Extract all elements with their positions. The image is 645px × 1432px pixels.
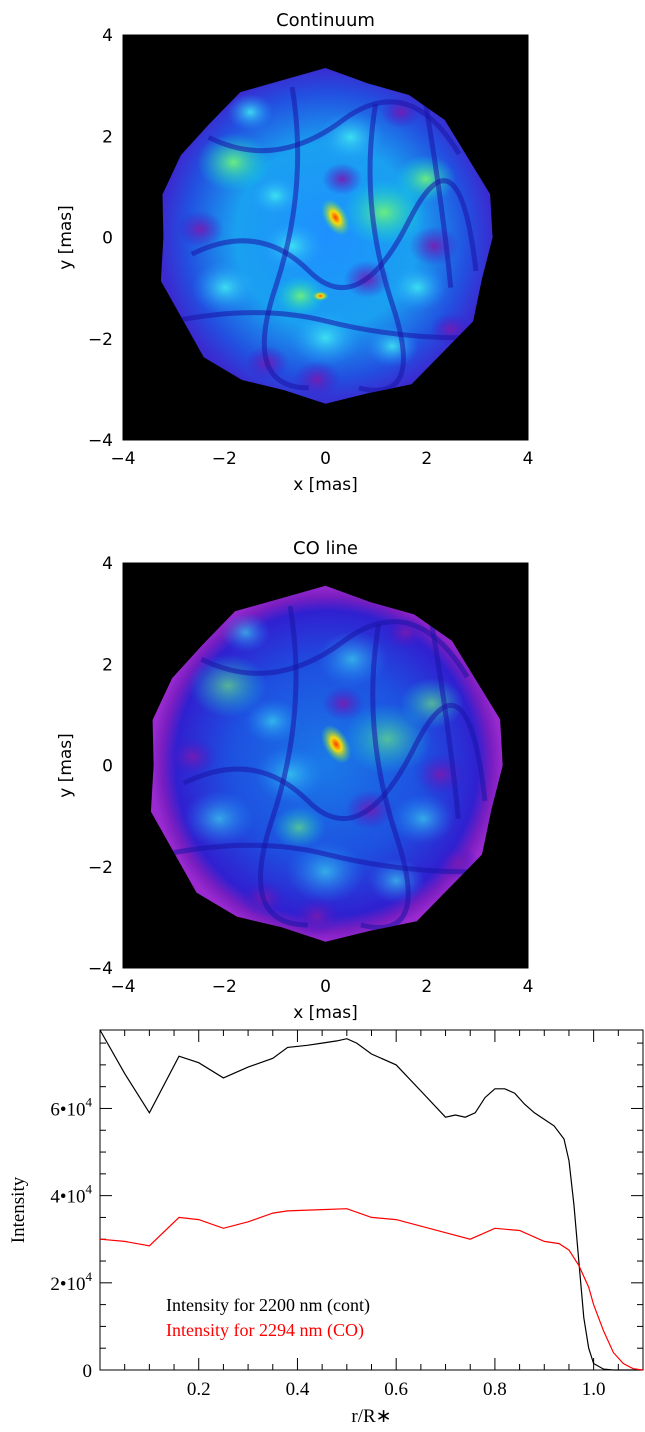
- x-tick-label: 0: [320, 977, 331, 997]
- y-tick-label: 4: [102, 554, 113, 574]
- x-tick-label: −2: [212, 449, 237, 469]
- y-tick-label: −4: [88, 959, 113, 979]
- intergranular-lane: [174, 310, 460, 341]
- y-tick-label: 0: [83, 1361, 93, 1382]
- granulation-texture: [174, 86, 479, 399]
- co-line-map-panel: CO line −4 −2 0 2 4 4 2 0 −2 −4 x [mas] y [mas]: [56, 538, 533, 1023]
- intergranular-lane: [423, 103, 454, 288]
- y-axis-label: y [mas]: [56, 733, 76, 798]
- plot-frame: [122, 34, 529, 441]
- y-axis-label: Intensity: [8, 1176, 29, 1243]
- y-tick-label: 4: [102, 26, 113, 46]
- map-title: CO line: [293, 538, 358, 559]
- granule: [258, 219, 326, 273]
- granule: [387, 263, 448, 312]
- x-axis-label: x [mas]: [293, 1003, 358, 1023]
- intergranular-lane: [358, 103, 406, 393]
- x-tick-label: −4: [110, 977, 135, 997]
- x-tick-label: 0: [320, 449, 331, 469]
- x-tick-label: 2: [421, 449, 432, 469]
- intensity-profile-panel: 0.2 0.4 0.6 0.8 1.0 r/R∗ 0 2•104 4•104 6•104 Inten…: [8, 1029, 644, 1427]
- granule: [176, 210, 224, 248]
- x-tick-label: 1.0: [582, 1379, 606, 1400]
- x-axis-label: x [mas]: [293, 475, 358, 495]
- y-tick-label: 6•104: [50, 1094, 92, 1120]
- intergranular-lane: [360, 623, 411, 931]
- x-tick-label: 0.8: [483, 1379, 507, 1400]
- plot-frame: [99, 1029, 644, 1371]
- plot-frame: [122, 562, 529, 969]
- intergranular-lane: [190, 178, 479, 290]
- x-tick-label: −4: [110, 449, 135, 469]
- granule: [191, 260, 259, 315]
- granule: [196, 132, 271, 192]
- intergranular-lane: [261, 86, 309, 391]
- y-tick-label: 0: [102, 229, 113, 249]
- y-tick-label: 2: [102, 127, 113, 147]
- granule: [291, 896, 342, 936]
- series-line-1: [99, 1208, 644, 1371]
- series-line-0: [99, 1029, 643, 1371]
- bright-spot: [312, 290, 329, 301]
- x-axis-label: r/R∗: [351, 1406, 391, 1427]
- x-tick-label: −2: [212, 977, 237, 997]
- bright-spot: [321, 724, 352, 764]
- granule: [293, 360, 341, 399]
- y-tick-label: 4•104: [50, 1182, 92, 1208]
- intergranular-lane: [429, 623, 461, 819]
- granule: [414, 753, 468, 796]
- granule: [183, 790, 255, 848]
- granule: [321, 686, 365, 721]
- granule: [272, 806, 326, 849]
- x-tick-label: 0.6: [384, 1379, 408, 1400]
- granule: [189, 654, 268, 717]
- intergranular-lane: [258, 605, 308, 928]
- granule: [248, 174, 303, 218]
- map-title: Continuum: [276, 10, 375, 31]
- legend-entry: Intensity for 2200 nm (cont): [166, 1295, 370, 1316]
- granule: [243, 698, 301, 744]
- y-tick-label: 0: [102, 757, 113, 777]
- granule: [322, 162, 363, 196]
- bright-spot: [321, 199, 350, 236]
- granule: [220, 612, 271, 653]
- granule: [391, 793, 455, 845]
- x-tick-label: 4: [523, 449, 534, 469]
- x-tick-label: 2: [421, 977, 432, 997]
- y-axis-label: y [mas]: [56, 205, 76, 270]
- y-tick-label: −4: [88, 431, 113, 451]
- intergranular-lane: [165, 842, 468, 875]
- granule: [254, 746, 326, 803]
- intergranular-lane: [182, 702, 488, 821]
- x-tick-label: 4: [523, 977, 534, 997]
- granule: [226, 93, 274, 131]
- x-tick-label: 0.2: [187, 1379, 211, 1400]
- legend-entry: Intensity for 2294 nm (CO): [166, 1320, 364, 1341]
- y-tick-label: 2: [102, 655, 113, 675]
- granulation-texture: [165, 605, 488, 936]
- granule: [409, 225, 460, 266]
- y-tick-label: −2: [88, 858, 113, 878]
- continuum-map-panel: Continuum −4 −2 0 2 4 4 2 0 −2 −4 x [mas] y [mas]: [56, 10, 533, 495]
- granule: [275, 275, 326, 317]
- x-tick-label: 0.4: [286, 1379, 310, 1400]
- y-tick-label: 2•104: [50, 1269, 92, 1295]
- y-tick-label: −2: [88, 330, 113, 350]
- granule: [167, 736, 218, 777]
